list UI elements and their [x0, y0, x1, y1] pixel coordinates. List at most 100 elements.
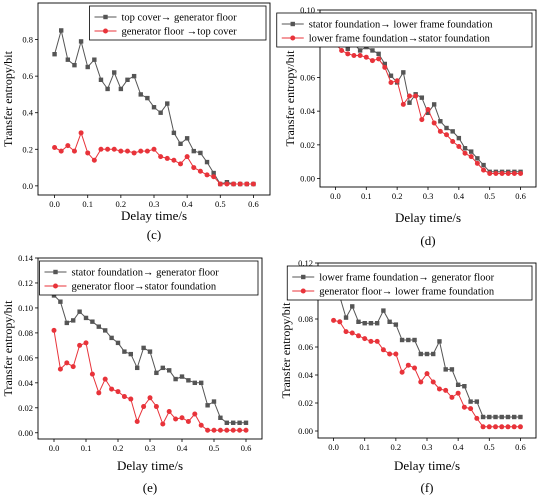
y-tick-label: 0.14 [18, 253, 34, 263]
x-tick-label: 0.1 [81, 443, 92, 453]
data-point [51, 327, 57, 333]
data-point [243, 420, 249, 425]
data-point [369, 58, 375, 64]
data-point [144, 148, 150, 154]
data-point [368, 321, 374, 326]
data-point [128, 351, 133, 357]
legend: lower frame foundation→ generator floor g… [286, 265, 533, 301]
data-point [456, 135, 462, 141]
y-tick-label: 0.12 [298, 258, 313, 268]
series-line [334, 29, 521, 173]
data-point [349, 330, 355, 336]
data-point [368, 338, 374, 344]
data-point [178, 161, 184, 167]
data-point [70, 364, 76, 370]
series-1 [331, 294, 523, 420]
data-point [456, 144, 462, 150]
x-tick-label: 0.3 [149, 199, 160, 209]
data-point [65, 57, 71, 62]
data-point [512, 414, 517, 420]
legend-marker [103, 14, 108, 20]
data-point [141, 404, 147, 410]
data-point [493, 171, 499, 177]
data-point [405, 362, 411, 368]
data-point [400, 101, 406, 107]
y-tick-label: 0.2 [22, 144, 33, 154]
y-tick-label: 0.02 [18, 403, 33, 413]
x-axis-label: Delay time/s [395, 210, 461, 225]
data-point [343, 315, 349, 320]
data-point [118, 148, 124, 154]
data-point [77, 309, 82, 314]
data-point [185, 419, 191, 425]
data-point [418, 351, 423, 357]
legend-box [89, 5, 267, 41]
data-point [244, 181, 250, 187]
data-point [192, 380, 197, 386]
data-point [393, 351, 399, 357]
data-point [455, 382, 461, 387]
x-tick-label: 0.5 [484, 442, 495, 452]
data-point [438, 119, 443, 124]
x-tick-label: 0.2 [391, 442, 402, 452]
series-1 [52, 28, 256, 187]
data-point [121, 394, 127, 400]
data-point [83, 315, 89, 321]
data-point [412, 337, 417, 343]
data-point [374, 338, 380, 344]
data-point [449, 394, 455, 400]
data-point [217, 181, 223, 187]
data-point [179, 415, 185, 421]
data-point [511, 171, 517, 177]
data-point [198, 150, 203, 156]
data-point [64, 320, 69, 326]
data-point [443, 367, 448, 372]
data-point [179, 374, 185, 379]
y-axis-label: Transfer entropy/bit [283, 50, 297, 147]
data-point [96, 324, 101, 329]
y-tick-label: 0.00 [298, 426, 313, 436]
data-point [109, 335, 114, 341]
data-point [151, 105, 157, 110]
data-point [462, 150, 468, 156]
data-point [122, 349, 127, 354]
legend-label: lower frame foundation→ generator floor [319, 273, 494, 284]
data-point [134, 419, 140, 425]
data-point [499, 424, 505, 430]
x-tick-label: 0.4 [454, 191, 465, 201]
data-point [131, 150, 137, 156]
data-point [230, 427, 236, 433]
data-point [184, 154, 190, 160]
data-point [455, 390, 461, 396]
data-point [345, 51, 351, 57]
data-point [362, 336, 368, 342]
data-point [191, 165, 197, 171]
data-point [357, 48, 363, 53]
data-point [184, 136, 190, 141]
data-point [474, 160, 480, 166]
data-point [171, 130, 177, 136]
legend: stator foundation→ lower frame foundatio… [276, 12, 533, 48]
legend-marker [290, 35, 296, 41]
data-point [197, 168, 203, 174]
y-tick-label: 0.06 [300, 72, 315, 82]
legend-box [39, 260, 259, 296]
data-point [204, 172, 210, 178]
data-point [387, 319, 392, 324]
x-tick-label: 0.2 [116, 199, 127, 209]
data-point [356, 319, 361, 324]
data-point [135, 365, 140, 371]
data-point [164, 155, 170, 161]
legend-box [286, 265, 533, 301]
x-tick-label: 0.3 [423, 191, 434, 201]
y-axis-label: Transfer entropy/bit [1, 300, 15, 397]
data-point [480, 414, 486, 420]
data-point [499, 171, 505, 177]
data-point [231, 420, 236, 425]
x-tick-label: 0.6 [241, 443, 252, 453]
data-point [211, 427, 217, 433]
data-point [160, 365, 165, 371]
panel-label: (e) [143, 480, 157, 495]
data-point [461, 404, 467, 410]
data-point [406, 337, 411, 343]
